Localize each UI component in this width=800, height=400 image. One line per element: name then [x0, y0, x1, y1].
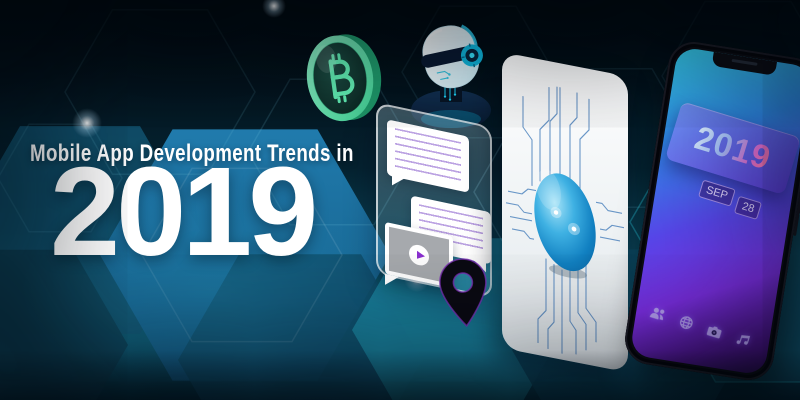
camera-icon	[706, 325, 722, 338]
day-badge: 28	[733, 195, 763, 221]
play-icon	[409, 243, 429, 268]
ai-robot-head-icon	[411, 24, 491, 128]
globe-icon	[680, 316, 693, 329]
contacts-icon	[649, 307, 665, 321]
banner-title: Mobile App Development Trends in	[30, 140, 354, 167]
phone-speaker	[731, 58, 758, 66]
screen-year: 2019	[690, 118, 776, 177]
phone-screen: 2019 SEP 28	[629, 46, 800, 376]
location-pin-icon	[439, 258, 487, 328]
ai-chip-circuit-icon	[502, 52, 628, 373]
smartphone: 2019 SEP 28	[621, 38, 800, 384]
light-flare	[262, 0, 286, 18]
screen-year-card: 2019	[664, 101, 800, 195]
ai-chip-core	[534, 169, 596, 272]
month-badge: SEP	[698, 179, 736, 207]
music-icon	[736, 335, 751, 345]
banner-year: 2019	[50, 141, 318, 282]
dock	[646, 303, 772, 357]
chat-text-lines	[395, 128, 461, 183]
bottom-shade	[0, 350, 800, 400]
chat-bubble-icon	[387, 119, 469, 193]
bitcoin-coin-icon	[306, 34, 382, 122]
light-flare	[72, 108, 102, 138]
